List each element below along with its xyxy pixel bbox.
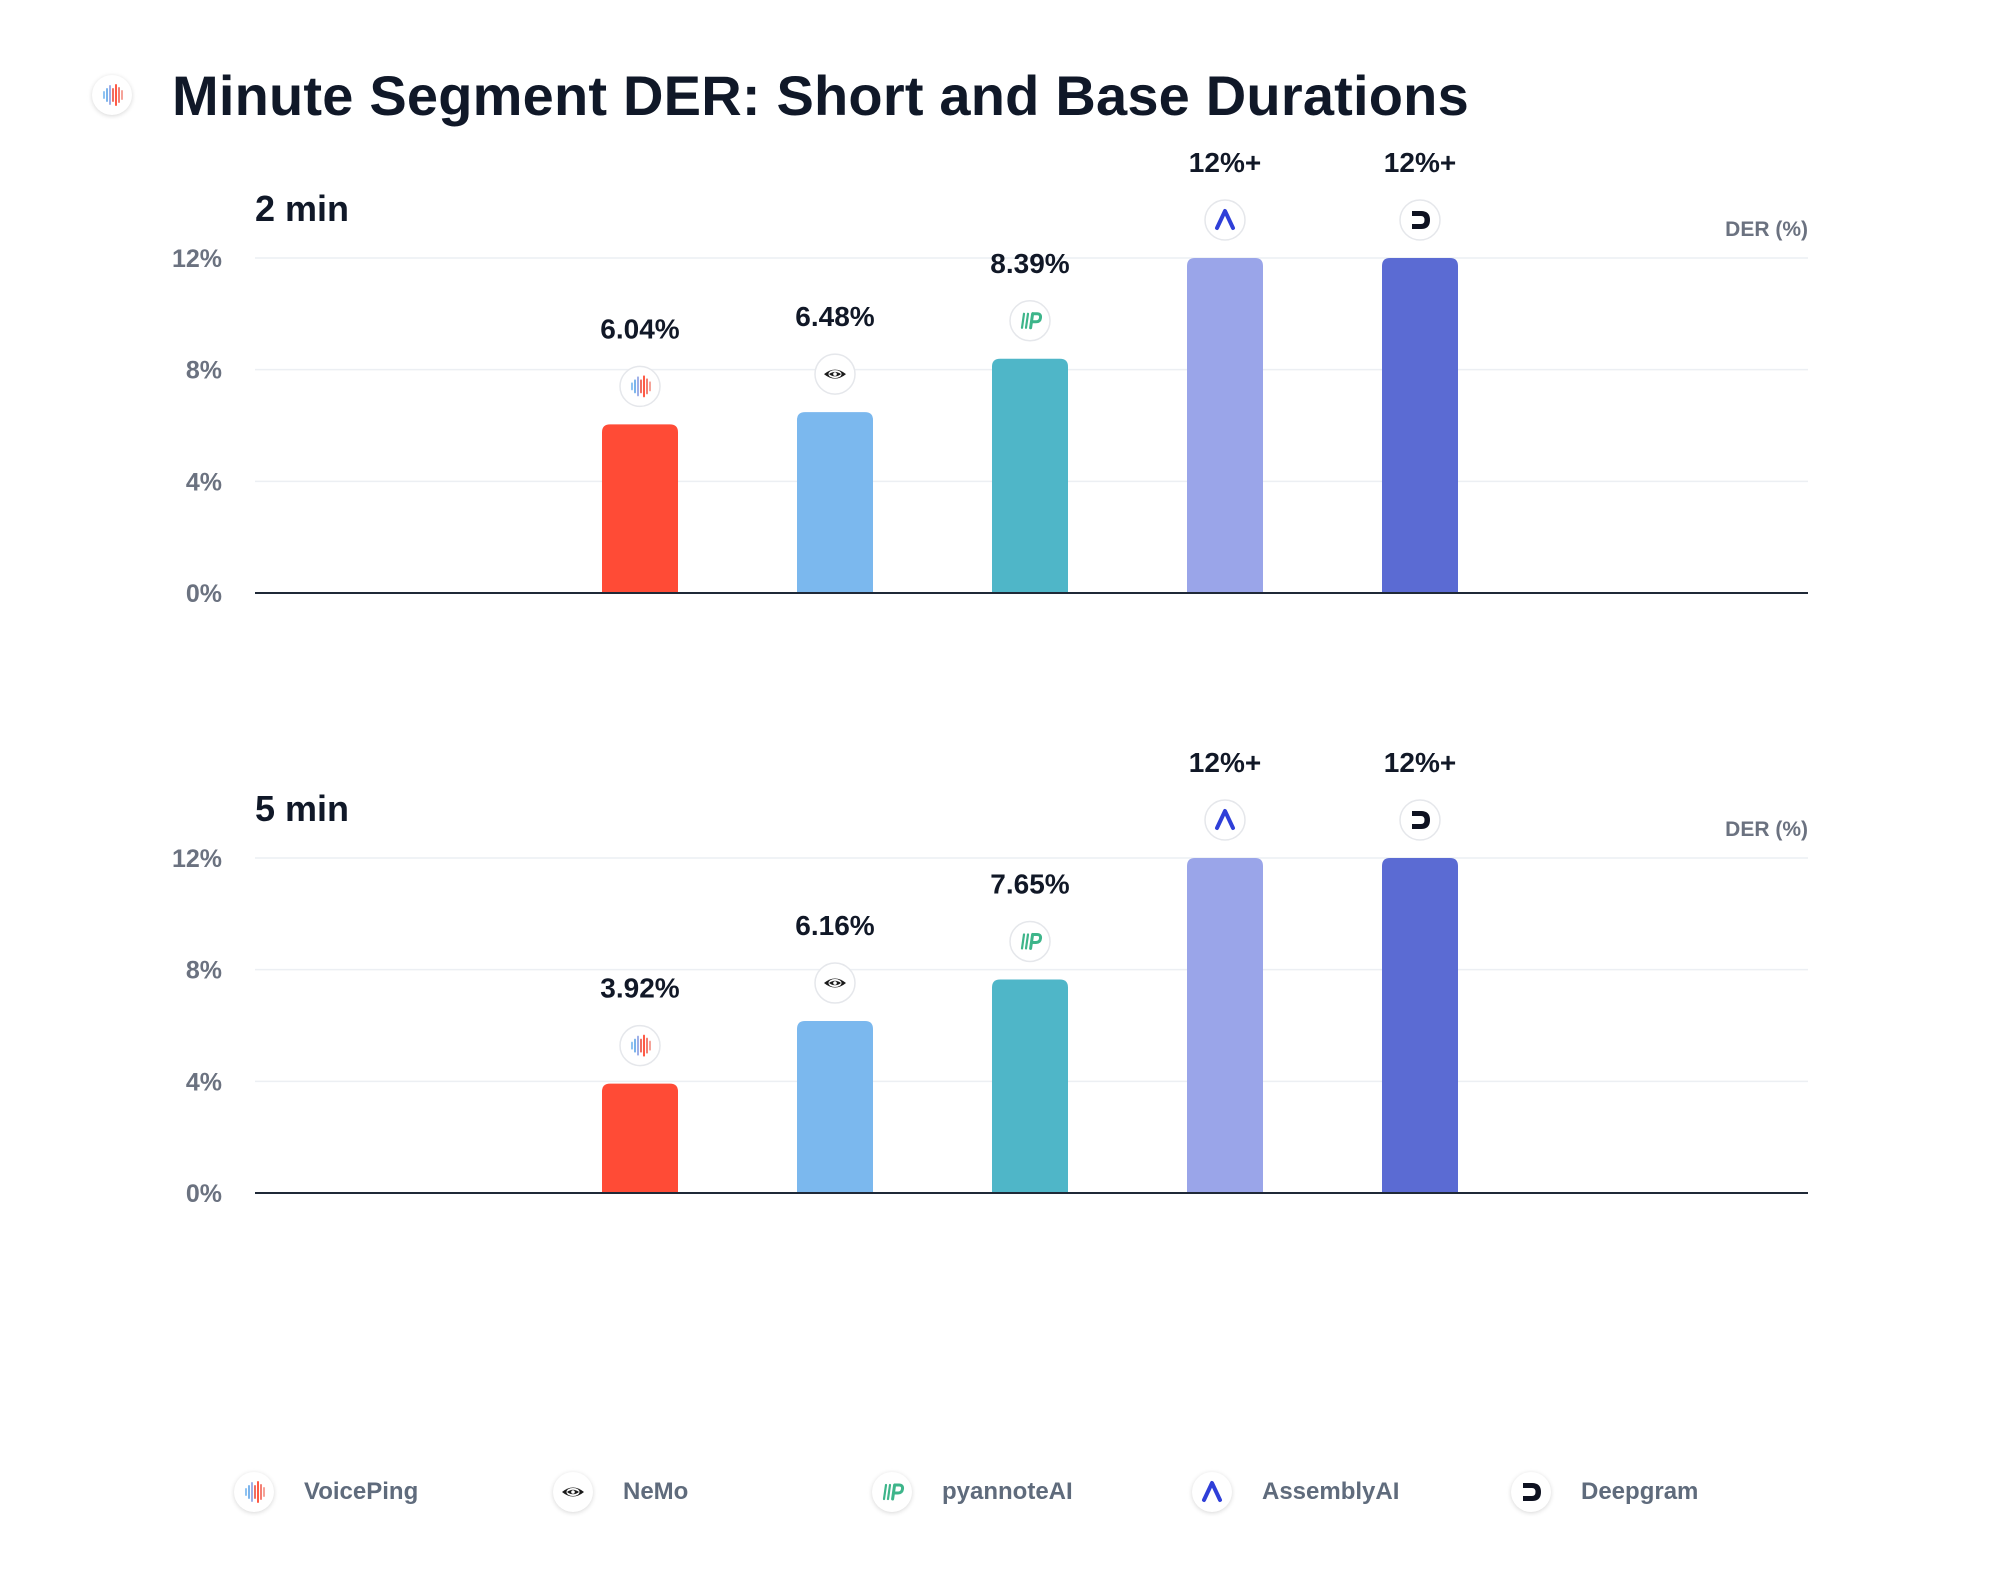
pyannoteai-logo-icon [1009,920,1051,963]
assemblyai-logo-icon [1204,799,1246,841]
chart-legend: VoicePing NeMo pyannoteAI AssemblyAI Deepg… [0,1462,2000,1522]
bar-nemo [797,412,873,593]
voiceping-logo-icon [619,365,661,408]
data-label: 6.48% [795,301,874,332]
bar-deepgram [1382,258,1458,593]
nemo-logo-icon [814,962,856,1004]
data-label: 12%+ [1189,747,1261,778]
data-label: 12%+ [1189,147,1261,178]
legend-item-assemblyai: AssemblyAI [1192,1462,1399,1522]
voiceping-logo-icon [619,1024,661,1067]
nemo-logo-icon [553,1472,593,1512]
pyannoteai-logo-icon [1009,300,1051,342]
panel-title: 5 min [255,788,349,829]
legend-label: pyannoteAI [942,1478,1073,1505]
legend-label: NeMo [623,1478,689,1505]
y-tick-label: 0% [186,580,222,608]
data-label: 3.92% [600,973,679,1004]
chart-panel-1: 5 min DER (%) 0% 4% 8% 12% 3.92% 6.16% 7.65% 12… [172,747,1808,1208]
y-tick-label: 8% [186,357,222,385]
bar-deepgram [1382,858,1458,1193]
voiceping-logo-icon [92,75,132,115]
y-axis-label: DER (%) [1725,818,1808,841]
y-tick-label: 4% [186,468,222,496]
panel-title: 2 min [255,188,349,229]
bar-pyannoteai [992,358,1068,593]
der-bar-charts: 2 min DER (%) 0% 4% 8% 12% 6.04% 6.48% 8.39% 12… [172,147,1808,1208]
y-tick-label: 4% [186,1068,222,1096]
data-label: 12%+ [1384,147,1456,178]
bar-assemblyai [1187,858,1263,1193]
chart-header: Minute Segment DER: Short and Base Durat… [92,60,1469,130]
bar-voiceping [602,424,678,593]
legend-item-pyannoteai: pyannoteAI [872,1462,1073,1522]
y-tick-label: 0% [186,1180,222,1208]
page-title: Minute Segment DER: Short and Base Durat… [172,63,1469,127]
deepgram-logo-icon [1399,199,1441,241]
bar-pyannoteai [992,979,1068,1193]
data-label: 8.39% [990,248,1069,279]
data-label: 6.16% [795,910,874,941]
nemo-logo-icon [814,353,856,395]
legend-label: AssemblyAI [1262,1478,1400,1505]
assemblyai-logo-icon [1204,199,1246,241]
pyannoteai-logo-icon [872,1472,912,1512]
legend-item-voiceping: VoicePing [234,1462,418,1522]
legend-item-deepgram: Deepgram [1511,1462,1698,1522]
data-label: 7.65% [990,868,1069,899]
data-label: 12%+ [1384,747,1456,778]
y-tick-label: 12% [172,845,222,873]
chart-panel-0: 2 min DER (%) 0% 4% 8% 12% 6.04% 6.48% 8.39% 12… [172,147,1808,608]
voiceping-logo-icon [234,1472,274,1512]
bar-assemblyai [1187,258,1263,593]
data-label: 6.04% [600,313,679,344]
deepgram-logo-icon [1511,1472,1551,1512]
legend-item-nemo: NeMo [553,1462,688,1522]
assemblyai-logo-icon [1192,1472,1232,1512]
bar-nemo [797,1021,873,1193]
legend-label: VoicePing [304,1478,419,1505]
legend-label: Deepgram [1581,1478,1699,1505]
y-axis-label: DER (%) [1725,218,1808,241]
bar-voiceping [602,1083,678,1193]
y-tick-label: 12% [172,245,222,273]
deepgram-logo-icon [1399,799,1441,841]
y-tick-label: 8% [186,957,222,985]
